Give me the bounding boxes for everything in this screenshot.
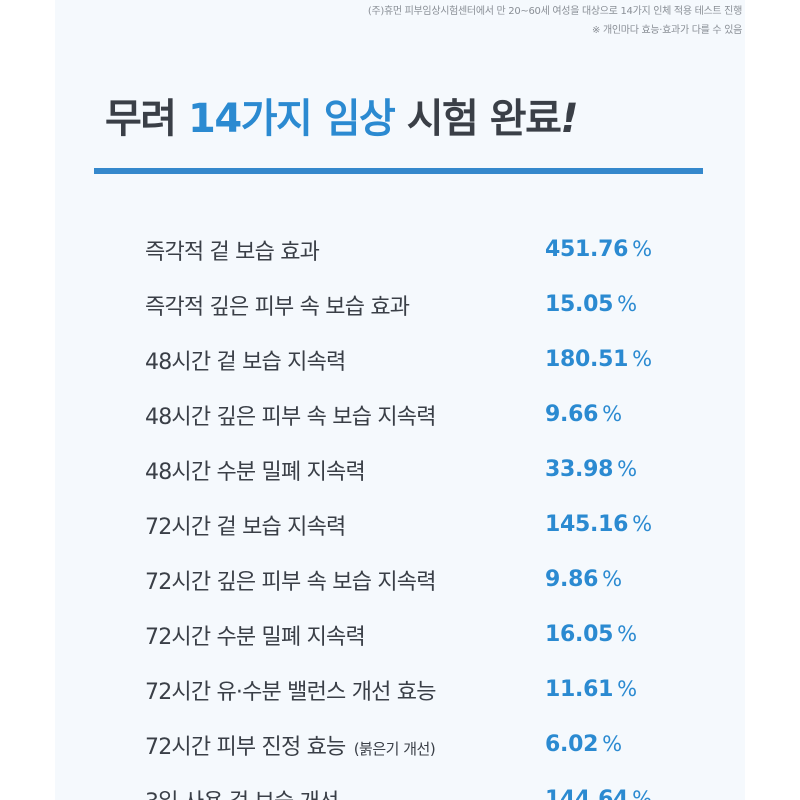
result-value-number: 11.61 — [545, 677, 614, 702]
result-label-text: 72시간 겉 보습 지속력 — [145, 514, 346, 540]
result-row: 48시간 겉 보습 지속력 180.51% — [145, 332, 665, 387]
result-value-number: 6.02 — [545, 732, 599, 757]
result-label: 72시간 겉 보습 지속력 — [145, 509, 346, 541]
result-label: 48시간 수분 밀폐 지속력 — [145, 454, 366, 486]
test-notes: (주)휴먼 피부임상시험센터에서 만 20~60세 여성을 대상으로 14가지 … — [368, 2, 742, 40]
result-row: 3일 사용 겉 보습 개선 144.64% — [145, 772, 665, 800]
result-row: 72시간 피부 진정 효능 (붉은기 개선) 6.02% — [145, 717, 665, 772]
result-value-number: 451.76 — [545, 237, 629, 262]
title-highlight: 14가지 임상 — [188, 96, 396, 142]
result-label: 72시간 유·수분 밸런스 개선 효능 — [145, 674, 436, 706]
result-value: 145.16% — [545, 512, 652, 537]
result-value: 33.98% — [545, 457, 637, 482]
title-suffix: 시험 완료 — [394, 96, 562, 142]
result-label: 즉각적 깊은 피부 속 보습 효과 — [145, 289, 410, 321]
result-value-unit: % — [632, 237, 652, 261]
result-row: 72시간 수분 밀폐 지속력 16.05% — [145, 607, 665, 662]
result-value-number: 9.86 — [545, 567, 599, 592]
result-value-number: 16.05 — [545, 622, 614, 647]
result-value-unit: % — [617, 457, 637, 481]
result-row: 72시간 깊은 피부 속 보습 지속력 9.86% — [145, 552, 665, 607]
result-value-unit: % — [602, 732, 622, 756]
result-label-text: 72시간 피부 진정 효능 — [145, 734, 346, 760]
result-label-text: 48시간 수분 밀폐 지속력 — [145, 459, 366, 485]
result-row: 48시간 깊은 피부 속 보습 지속력 9.66% — [145, 387, 665, 442]
result-value-unit: % — [632, 512, 652, 536]
result-value: 180.51% — [545, 347, 652, 372]
result-value-number: 145.16 — [545, 512, 629, 537]
result-label-text: 72시간 깊은 피부 속 보습 지속력 — [145, 569, 436, 595]
clinical-results-list: 즉각적 겉 보습 효과 451.76% 즉각적 깊은 피부 속 보습 효과 15.05… — [145, 222, 665, 800]
result-row: 72시간 겉 보습 지속력 145.16% — [145, 497, 665, 552]
result-value-unit: % — [617, 292, 637, 316]
result-value-number: 15.05 — [545, 292, 614, 317]
result-value: 16.05% — [545, 622, 637, 647]
result-value: 9.66% — [545, 402, 622, 427]
result-value-unit: % — [602, 567, 622, 591]
title-prefix: 무려 — [105, 96, 189, 142]
result-label: 즉각적 겉 보습 효과 — [145, 234, 320, 266]
result-value: 15.05% — [545, 292, 637, 317]
result-value: 6.02% — [545, 732, 622, 757]
result-label-text: 72시간 유·수분 밸런스 개선 효능 — [145, 679, 436, 705]
result-value: 144.64% — [545, 787, 652, 800]
result-value: 11.61% — [545, 677, 637, 702]
result-row: 48시간 수분 밀폐 지속력 33.98% — [145, 442, 665, 497]
result-value-number: 33.98 — [545, 457, 614, 482]
result-label: 48시간 겉 보습 지속력 — [145, 344, 346, 376]
result-label-text: 3일 사용 겉 보습 개선 — [145, 790, 339, 800]
result-row: 72시간 유·수분 밸런스 개선 효능 11.61% — [145, 662, 665, 717]
result-label-text: 즉각적 겉 보습 효과 — [145, 239, 320, 265]
result-value-unit: % — [617, 622, 637, 646]
result-value-unit: % — [632, 787, 652, 800]
result-label: 48시간 깊은 피부 속 보습 지속력 — [145, 399, 436, 431]
result-label-text: 48시간 겉 보습 지속력 — [145, 349, 346, 375]
result-label-text: 72시간 수분 밀폐 지속력 — [145, 624, 366, 650]
result-row: 즉각적 깊은 피부 속 보습 효과 15.05% — [145, 277, 665, 332]
result-value-number: 180.51 — [545, 347, 629, 372]
test-note: (주)휴먼 피부임상시험센터에서 만 20~60세 여성을 대상으로 14가지 … — [367, 6, 742, 17]
result-label-text: 즉각적 깊은 피부 속 보습 효과 — [145, 294, 410, 320]
result-value-unit: % — [632, 347, 652, 371]
result-label: 72시간 피부 진정 효능 (붉은기 개선) — [145, 729, 436, 761]
result-row: 즉각적 겉 보습 효과 451.76% — [145, 222, 665, 277]
page-title: 무려 14가지 임상 시험 완료! — [105, 86, 579, 144]
result-label: 3일 사용 겉 보습 개선 — [145, 784, 339, 800]
result-label-text: 48시간 깊은 피부 속 보습 지속력 — [145, 404, 436, 430]
disclaimer-note: ※ 개인마다 효능·효과가 다를 수 있음 — [592, 25, 742, 36]
result-value-unit: % — [617, 677, 637, 701]
result-label: 72시간 깊은 피부 속 보습 지속력 — [145, 564, 436, 596]
result-value-number: 9.66 — [545, 402, 599, 427]
result-value: 451.76% — [545, 237, 652, 262]
content-panel — [55, 0, 745, 800]
title-exclamation: ! — [560, 96, 578, 142]
result-value: 9.86% — [545, 567, 622, 592]
result-value-number: 144.64 — [545, 787, 629, 800]
result-label-note: (붉은기 개선) — [353, 739, 436, 758]
result-value-unit: % — [602, 402, 622, 426]
result-label: 72시간 수분 밀폐 지속력 — [145, 619, 366, 651]
title-divider — [94, 168, 703, 174]
